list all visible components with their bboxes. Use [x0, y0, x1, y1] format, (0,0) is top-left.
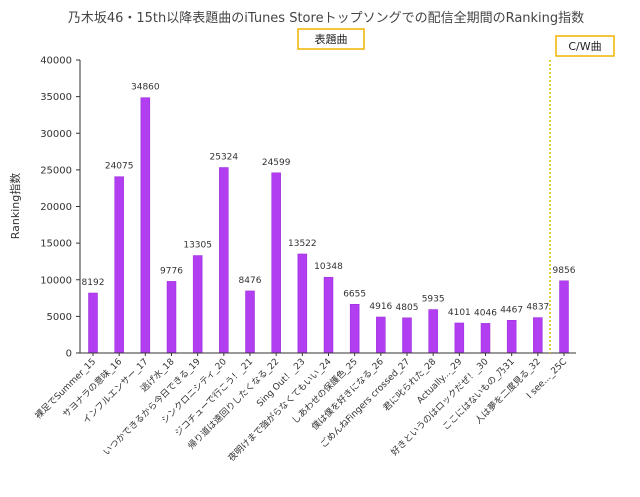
bar [114, 176, 124, 354]
legend-label-title-songs: 表題曲 [315, 32, 348, 46]
data-label: 24075 [105, 162, 134, 172]
data-label: 4805 [396, 303, 419, 313]
bar [88, 292, 98, 354]
data-label: 8476 [239, 276, 262, 286]
y-tick-label: 20000 [40, 202, 72, 213]
data-label: 5935 [422, 295, 445, 305]
y-tick-label: 35000 [40, 92, 72, 103]
bar [506, 320, 517, 354]
bar [297, 253, 308, 354]
chart-title: 乃木坂46・15th以降表題曲のiTunes Storeトップソングでの配信全期… [68, 10, 584, 26]
legend-title-songs: 表題曲 [297, 28, 365, 50]
legend-box-title-songs [297, 28, 365, 50]
data-label: 4837 [526, 303, 549, 313]
value-labels: 8192 24075 34860 9776 13305 25324 8476 24599 135… [82, 83, 576, 319]
bar [323, 276, 334, 354]
data-label: 10348 [314, 262, 343, 272]
bar [533, 317, 543, 354]
x-axis-labels: 裸足でSummer_15サヨナラの意味_16インフルエンサー_17逃げ水_18い… [32, 353, 569, 464]
bar [559, 280, 569, 354]
data-label: 4916 [369, 302, 392, 312]
bar [428, 309, 438, 354]
data-label: 8192 [82, 278, 105, 288]
y-tick-label: 25000 [40, 165, 72, 176]
bar [140, 97, 151, 354]
bar [349, 304, 360, 354]
data-label: 4101 [448, 308, 471, 318]
data-label: 24599 [262, 158, 291, 168]
legend-label-cw-songs: C/W曲 [568, 40, 601, 53]
bar [402, 317, 412, 354]
bar [271, 172, 281, 354]
y-tick-label: 30000 [40, 129, 72, 140]
y-axis: 0 5000 10000 15000 20000 25000 30000 35000 40000 [40, 56, 80, 360]
y-tick-label: 40000 [40, 56, 72, 67]
data-label: 4467 [500, 305, 523, 315]
data-label: 9776 [160, 266, 183, 276]
legend-cw-songs: C/W曲 [555, 35, 615, 57]
data-label: 4046 [474, 308, 497, 318]
legend-box-cw-songs [555, 35, 615, 57]
y-tick-label: 10000 [40, 275, 72, 286]
data-label: 13522 [288, 239, 317, 249]
data-label: 25324 [210, 153, 239, 163]
y-tick-label: 5000 [47, 312, 72, 323]
y-tick-label: 15000 [40, 239, 72, 250]
data-label: 9856 [553, 266, 576, 276]
bars [88, 97, 569, 354]
bar [376, 316, 386, 354]
bar [219, 167, 229, 354]
bar [166, 281, 177, 354]
bar [454, 322, 465, 354]
bar [245, 290, 255, 354]
data-label: 6655 [343, 289, 366, 299]
data-label: 13305 [183, 241, 212, 251]
bar [192, 255, 203, 354]
bar [480, 323, 491, 354]
y-tick-label: 0 [66, 349, 72, 360]
y-axis-title: Ranking指数 [8, 173, 22, 240]
data-label: 34860 [131, 83, 160, 93]
